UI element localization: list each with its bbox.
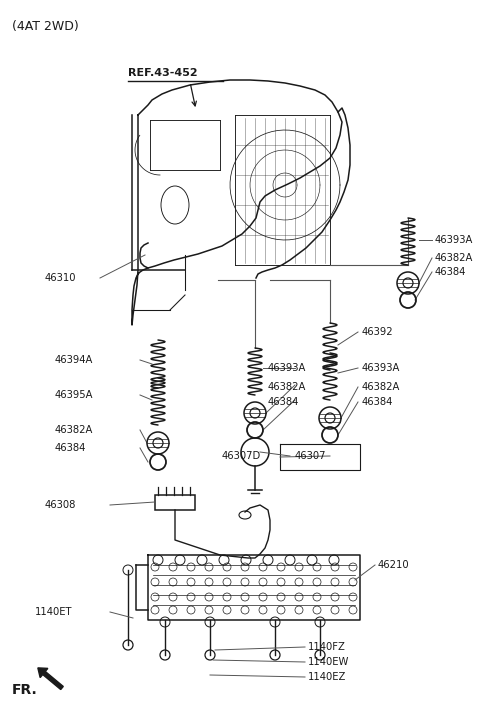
Text: 46307D: 46307D	[222, 451, 261, 461]
FancyArrow shape	[38, 668, 63, 689]
Text: 46308: 46308	[45, 500, 76, 510]
Text: 46382A: 46382A	[362, 382, 400, 392]
Text: 46382A: 46382A	[55, 425, 94, 435]
Text: 1140EW: 1140EW	[308, 657, 349, 667]
Text: 46307: 46307	[295, 451, 326, 461]
Text: 46384: 46384	[435, 267, 467, 277]
Text: (4AT 2WD): (4AT 2WD)	[12, 20, 79, 33]
Text: 46210: 46210	[378, 560, 409, 570]
Bar	[155, 495, 195, 510]
Text: 46382A: 46382A	[435, 253, 473, 263]
Text: 46384: 46384	[55, 443, 86, 453]
Text: 46384: 46384	[362, 397, 394, 407]
Text: FR.: FR.	[12, 683, 38, 697]
Text: 1140ET: 1140ET	[35, 607, 72, 617]
Text: 46394A: 46394A	[55, 355, 94, 365]
Text: 46393A: 46393A	[362, 363, 400, 373]
Text: 1140EZ: 1140EZ	[308, 672, 347, 682]
Text: 46392: 46392	[362, 327, 394, 337]
Text: 46395A: 46395A	[55, 390, 94, 400]
Text: 46384: 46384	[268, 397, 300, 407]
Text: 46310: 46310	[45, 273, 76, 283]
Text: 1140FZ: 1140FZ	[308, 642, 346, 652]
Text: 46382A: 46382A	[268, 382, 306, 392]
Text: 46393A: 46393A	[268, 363, 306, 373]
Text: REF.43-452: REF.43-452	[128, 68, 198, 78]
Text: 46393A: 46393A	[435, 235, 473, 245]
